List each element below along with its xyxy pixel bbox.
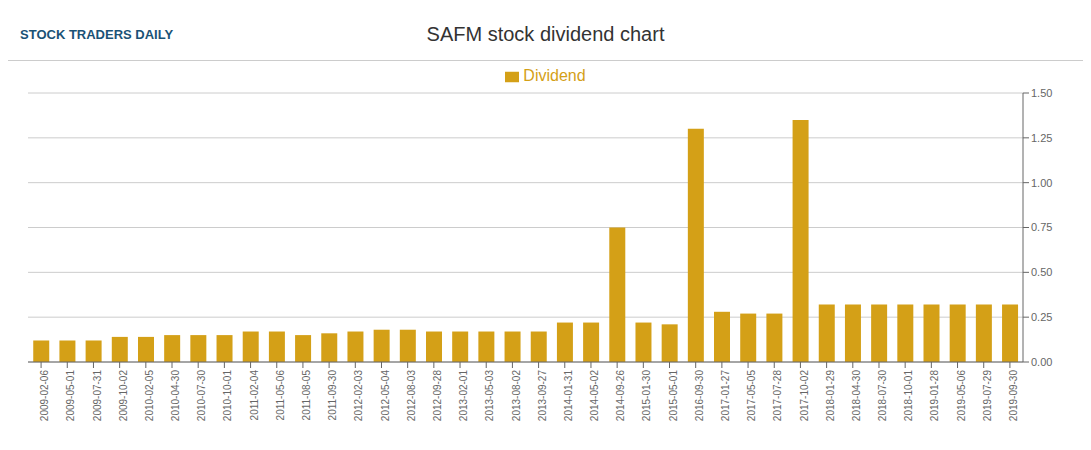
svg-text:2010-07-30: 2010-07-30 [196, 370, 207, 422]
svg-text:2009-02-06: 2009-02-06 [39, 370, 50, 422]
svg-text:2014-01-31: 2014-01-31 [563, 370, 574, 422]
svg-text:2009-07-31: 2009-07-31 [92, 370, 103, 422]
svg-text:0.75: 0.75 [1031, 221, 1052, 233]
svg-text:2013-02-01: 2013-02-01 [458, 370, 469, 422]
svg-text:2009-05-01: 2009-05-01 [65, 370, 76, 422]
svg-text:2013-05-03: 2013-05-03 [484, 370, 495, 422]
svg-text:2017-01-27: 2017-01-27 [720, 370, 731, 422]
html-text:SAFM stock dividend chart: SAFM stock dividend chart [426, 22, 665, 45]
svg-text:2017-10-02: 2017-10-02 [799, 370, 810, 422]
svg-text:2015-05-01: 2015-05-01 [668, 370, 679, 422]
svg-text:2018-10-01: 2018-10-01 [903, 370, 914, 422]
svg-text:2018-01-29: 2018-01-29 [825, 370, 836, 422]
svg-text:2014-09-26: 2014-09-26 [615, 370, 626, 422]
svg-text:2012-05-04: 2012-05-04 [380, 370, 391, 422]
svg-text:1.25: 1.25 [1031, 132, 1052, 144]
svg-text:0.25: 0.25 [1031, 311, 1052, 323]
svg-text:2019-01-28: 2019-01-28 [929, 370, 940, 422]
svg-text:2012-09-28: 2012-09-28 [432, 370, 443, 422]
svg-text:2014-05-02: 2014-05-02 [589, 370, 600, 422]
svg-text:2013-08-02: 2013-08-02 [511, 370, 522, 422]
svg-text:1.50: 1.50 [1031, 87, 1052, 99]
svg-text:2011-02-04: 2011-02-04 [249, 370, 260, 421]
svg-text:1.00: 1.00 [1031, 177, 1052, 189]
svg-text:2012-08-03: 2012-08-03 [406, 370, 417, 422]
svg-text:2015-01-30: 2015-01-30 [641, 370, 652, 422]
svg-text:2011-09-30: 2011-09-30 [327, 370, 338, 421]
svg-text:2012-02-03: 2012-02-03 [353, 370, 364, 422]
svg-text:2016-09-30: 2016-09-30 [694, 370, 705, 422]
svg-text:2011-05-06: 2011-05-06 [275, 370, 286, 421]
html-text:STOCK TRADERS DAILY: STOCK TRADERS DAILY [20, 26, 174, 42]
svg-text:2019-07-29: 2019-07-29 [982, 370, 993, 422]
svg-text:2019-05-06: 2019-05-06 [956, 370, 967, 422]
html-text:Dividend: Dividend [523, 67, 586, 84]
svg-text:2018-07-30: 2018-07-30 [877, 370, 888, 422]
svg-text:2010-04-30: 2010-04-30 [170, 370, 181, 422]
svg-text:0.50: 0.50 [1031, 266, 1052, 278]
svg-text:2010-10-01: 2010-10-01 [222, 370, 233, 422]
svg-text:2017-05-05: 2017-05-05 [746, 370, 757, 422]
svg-text:2013-09-27: 2013-09-27 [537, 370, 548, 422]
svg-text:0.00: 0.00 [1031, 356, 1052, 368]
svg-text:2009-10-02: 2009-10-02 [118, 370, 129, 422]
svg-text:2010-02-05: 2010-02-05 [144, 370, 155, 422]
svg-text:2011-08-05: 2011-08-05 [301, 370, 312, 421]
svg-text:2019-09-30: 2019-09-30 [1008, 370, 1019, 422]
svg-text:2018-04-30: 2018-04-30 [851, 370, 862, 422]
svg-text:2017-07-28: 2017-07-28 [772, 370, 783, 422]
